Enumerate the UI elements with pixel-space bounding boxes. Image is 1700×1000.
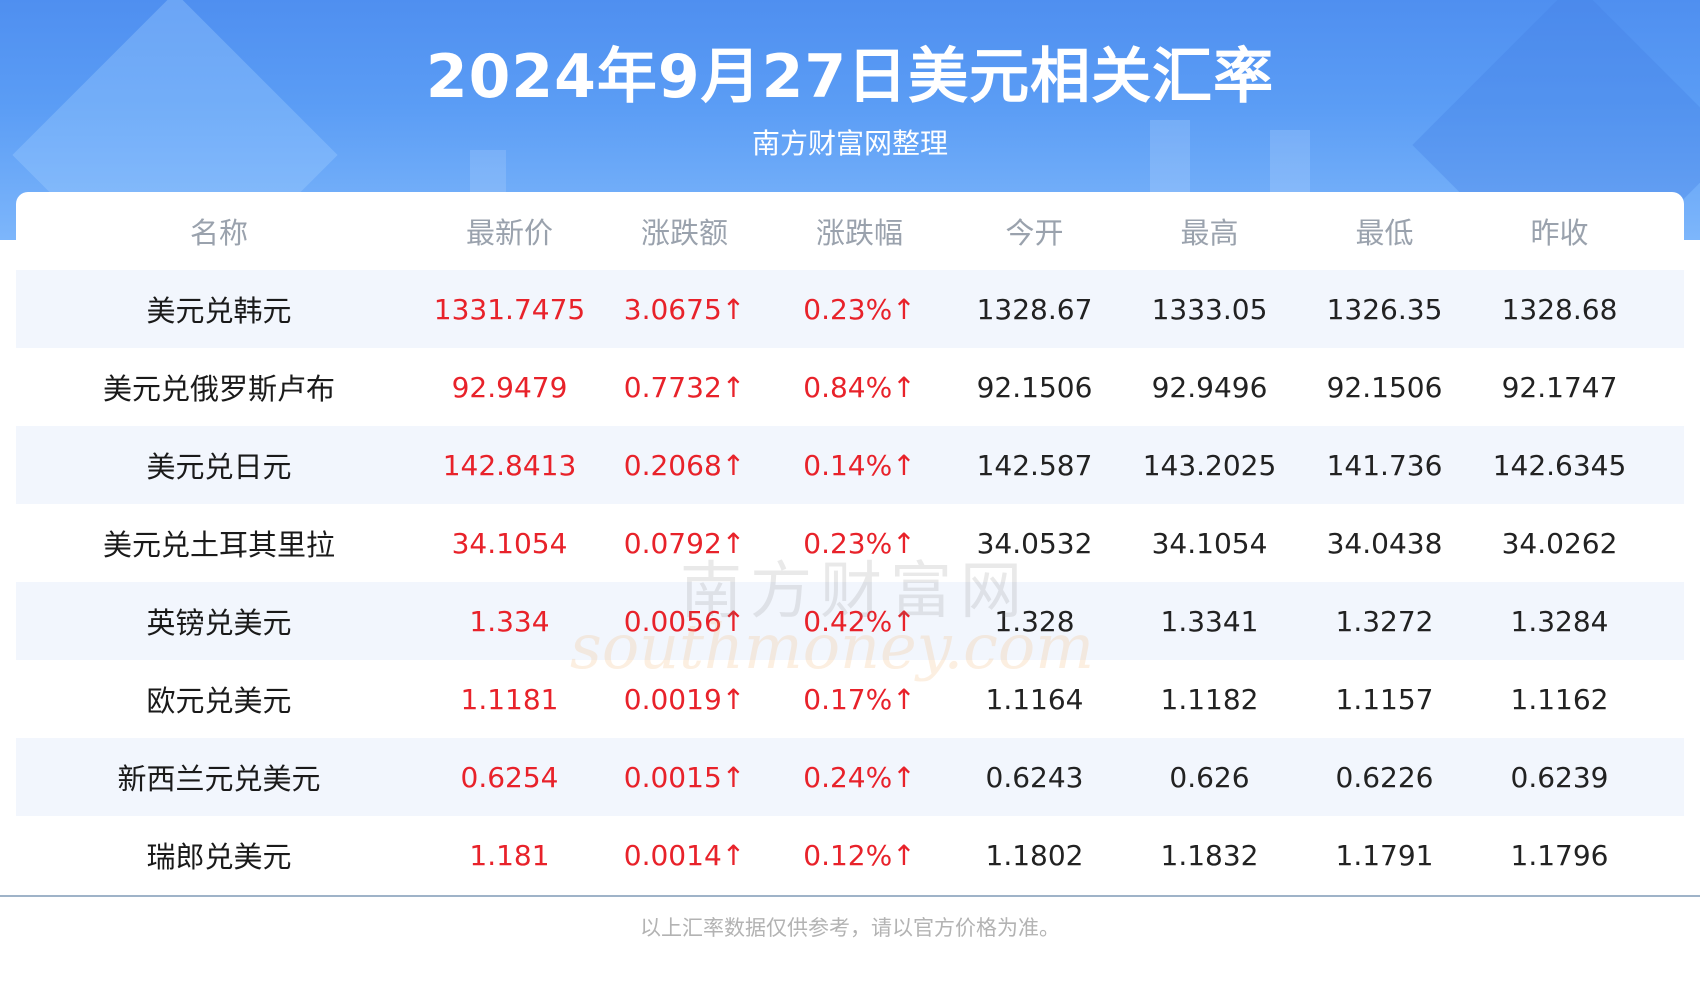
cell-change-pct: 0.17%↑ bbox=[803, 682, 916, 716]
cell-low: 1.1157 bbox=[1335, 682, 1434, 716]
cell-name: 美元兑俄罗斯卢布 bbox=[102, 372, 335, 406]
cell-change: 3.0675↑ bbox=[623, 292, 746, 326]
column-header-open: 今开 bbox=[1005, 216, 1064, 250]
cell-change-pct: 0.24%↑ bbox=[803, 760, 916, 794]
cell-latest: 1.1181 bbox=[460, 682, 559, 716]
column-header-low: 最低 bbox=[1355, 216, 1414, 250]
table-row: 美元兑韩元 1331.7475 3.0675↑ 0.23%↑ 1328.67 1… bbox=[16, 270, 1684, 348]
disclaimer-note: 以上汇率数据仅供参考，请以官方价格为准。 bbox=[640, 916, 1060, 940]
cell-name: 美元兑日元 bbox=[146, 450, 292, 484]
table-row: 欧元兑美元 1.1181 0.0019↑ 0.17%↑ 1.1164 1.118… bbox=[16, 660, 1684, 738]
cell-change: 0.0056↑ bbox=[623, 604, 746, 638]
cell-latest: 142.8413 bbox=[442, 448, 577, 482]
cell-change-pct: 0.12%↑ bbox=[803, 838, 916, 872]
table-row: 英镑兑美元 1.334 0.0056↑ 0.42%↑ 1.328 1.3341 … bbox=[16, 582, 1684, 660]
cell-high: 34.1054 bbox=[1151, 526, 1268, 560]
cell-latest: 1.181 bbox=[469, 838, 550, 872]
cell-change-pct: 0.42%↑ bbox=[803, 604, 916, 638]
column-header-change-pct: 涨跌幅 bbox=[815, 216, 903, 250]
cell-change: 0.0015↑ bbox=[623, 760, 746, 794]
cell-open: 34.0532 bbox=[976, 526, 1093, 560]
cell-name: 美元兑韩元 bbox=[146, 294, 292, 328]
cell-high: 0.626 bbox=[1169, 760, 1250, 794]
cell-open: 1.328 bbox=[994, 604, 1075, 638]
cell-high: 92.9496 bbox=[1151, 370, 1268, 404]
divider bbox=[0, 895, 1700, 897]
cell-high: 1.1182 bbox=[1160, 682, 1259, 716]
table-row: 新西兰元兑美元 0.6254 0.0015↑ 0.24%↑ 0.6243 0.6… bbox=[16, 738, 1684, 816]
decorative-bar bbox=[1150, 120, 1190, 200]
table-row: 美元兑俄罗斯卢布 92.9479 0.7732↑ 0.84%↑ 92.1506 … bbox=[16, 348, 1684, 426]
page-subtitle: 南方财富网整理 bbox=[751, 127, 948, 160]
cell-low: 92.1506 bbox=[1326, 370, 1443, 404]
cell-prev-close: 142.6345 bbox=[1492, 448, 1627, 482]
cell-change: 0.7732↑ bbox=[623, 370, 746, 404]
cell-change: 0.0792↑ bbox=[623, 526, 746, 560]
table-header: 名称 最新价 涨跌额 涨跌幅 今开 最高 最低 昨收 bbox=[16, 192, 1684, 270]
table-row: 瑞郎兑美元 1.181 0.0014↑ 0.12%↑ 1.1802 1.1832… bbox=[16, 816, 1684, 894]
cell-prev-close: 0.6239 bbox=[1510, 760, 1609, 794]
cell-latest: 1.334 bbox=[469, 604, 550, 638]
table-body: 美元兑韩元 1331.7475 3.0675↑ 0.23%↑ 1328.67 1… bbox=[16, 270, 1684, 894]
cell-open: 1.1802 bbox=[985, 838, 1084, 872]
cell-latest: 34.1054 bbox=[451, 526, 568, 560]
cell-latest: 92.9479 bbox=[451, 370, 568, 404]
cell-name: 欧元兑美元 bbox=[146, 684, 292, 718]
column-header-prev-close: 昨收 bbox=[1530, 216, 1589, 250]
cell-high: 143.2025 bbox=[1142, 448, 1277, 482]
cell-low: 1326.35 bbox=[1326, 292, 1443, 326]
cell-latest: 1331.7475 bbox=[433, 292, 586, 326]
cell-high: 1.3341 bbox=[1160, 604, 1259, 638]
cell-open: 142.587 bbox=[976, 448, 1093, 482]
cell-prev-close: 34.0262 bbox=[1501, 526, 1618, 560]
cell-change-pct: 0.14%↑ bbox=[803, 448, 916, 482]
cell-latest: 0.6254 bbox=[460, 760, 559, 794]
cell-low: 1.1791 bbox=[1335, 838, 1434, 872]
column-header-latest: 最新价 bbox=[465, 216, 553, 250]
cell-prev-close: 1.1796 bbox=[1510, 838, 1609, 872]
cell-name: 英镑兑美元 bbox=[146, 606, 292, 640]
cell-name: 瑞郎兑美元 bbox=[146, 840, 292, 874]
cell-change-pct: 0.23%↑ bbox=[803, 526, 916, 560]
cell-low: 1.3272 bbox=[1335, 604, 1434, 638]
cell-prev-close: 1328.68 bbox=[1501, 292, 1618, 326]
cell-change-pct: 0.23%↑ bbox=[803, 292, 916, 326]
cell-open: 92.1506 bbox=[976, 370, 1093, 404]
cell-prev-close: 1.1162 bbox=[1510, 682, 1609, 716]
cell-low: 0.6226 bbox=[1335, 760, 1434, 794]
cell-prev-close: 92.1747 bbox=[1501, 370, 1618, 404]
cell-change: 0.0019↑ bbox=[623, 682, 746, 716]
cell-low: 34.0438 bbox=[1326, 526, 1443, 560]
cell-change-pct: 0.84%↑ bbox=[803, 370, 916, 404]
column-header-name: 名称 bbox=[189, 216, 248, 250]
cell-high: 1333.05 bbox=[1151, 292, 1268, 326]
page-title: 2024年9月27日美元相关汇率 bbox=[425, 42, 1275, 112]
cell-change: 0.0014↑ bbox=[623, 838, 746, 872]
table-row: 美元兑土耳其里拉 34.1054 0.0792↑ 0.23%↑ 34.0532 … bbox=[16, 504, 1684, 582]
column-header-change: 涨跌额 bbox=[640, 216, 728, 250]
cell-open: 0.6243 bbox=[985, 760, 1084, 794]
cell-change: 0.2068↑ bbox=[623, 448, 746, 482]
cell-prev-close: 1.3284 bbox=[1510, 604, 1609, 638]
cell-high: 1.1832 bbox=[1160, 838, 1259, 872]
decorative-bar bbox=[1270, 130, 1310, 200]
cell-open: 1328.67 bbox=[976, 292, 1093, 326]
cell-name: 新西兰元兑美元 bbox=[117, 762, 321, 796]
rates-table: 名称 最新价 涨跌额 涨跌幅 今开 最高 最低 昨收 美元兑韩元 1331.74… bbox=[16, 192, 1684, 894]
cell-open: 1.1164 bbox=[985, 682, 1084, 716]
cell-name: 美元兑土耳其里拉 bbox=[102, 528, 335, 562]
column-header-high: 最高 bbox=[1180, 216, 1239, 250]
table-row: 美元兑日元 142.8413 0.2068↑ 0.14%↑ 142.587 14… bbox=[16, 426, 1684, 504]
cell-low: 141.736 bbox=[1326, 448, 1443, 482]
